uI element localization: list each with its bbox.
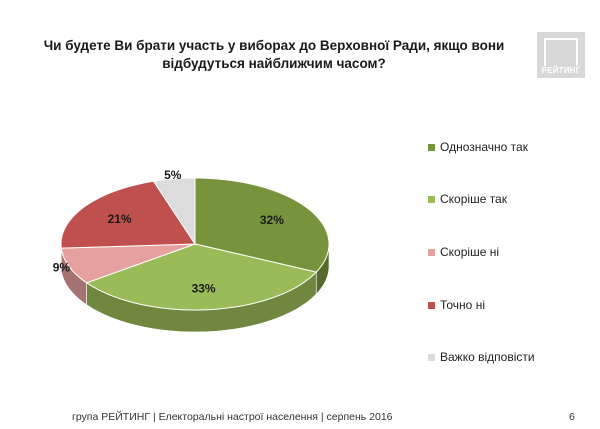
legend-swatch: [428, 302, 435, 309]
data-label-2: 9%: [53, 261, 71, 275]
legend-swatch: [428, 354, 435, 361]
data-label-3: 21%: [108, 212, 132, 226]
legend-label: Важко відповісти: [440, 350, 535, 364]
chart-title: Чи будете Ви брати участь у виборах до В…: [43, 38, 505, 71]
data-label-0: 32%: [260, 213, 284, 227]
legend-label: Скоріше так: [440, 192, 507, 206]
footer-text: група РЕЙТИНГ | Електоральні настрої нас…: [72, 411, 393, 423]
legend-swatch: [428, 249, 435, 256]
pie-slice-3: [60, 180, 196, 249]
rating-logo: РЕЙТИНГ: [537, 32, 585, 78]
legend-label: Точно ні: [440, 298, 485, 312]
legend-label: Скоріше ні: [440, 245, 499, 259]
pie-slice-1: [85, 243, 318, 311]
pie-slice-4: [152, 177, 196, 246]
legend-label: Однозначно так: [440, 140, 528, 154]
logo-mark-icon: [544, 38, 578, 66]
pie-slice-2: [60, 243, 196, 284]
data-label-1: 33%: [192, 282, 216, 296]
page-number: 6: [569, 411, 575, 423]
legend-swatch: [428, 144, 435, 151]
logo-text: РЕЙТИНГ: [541, 66, 581, 75]
data-label-4: 5%: [164, 168, 182, 182]
legend-swatch: [428, 196, 435, 203]
pie-slice-0: [194, 177, 330, 273]
